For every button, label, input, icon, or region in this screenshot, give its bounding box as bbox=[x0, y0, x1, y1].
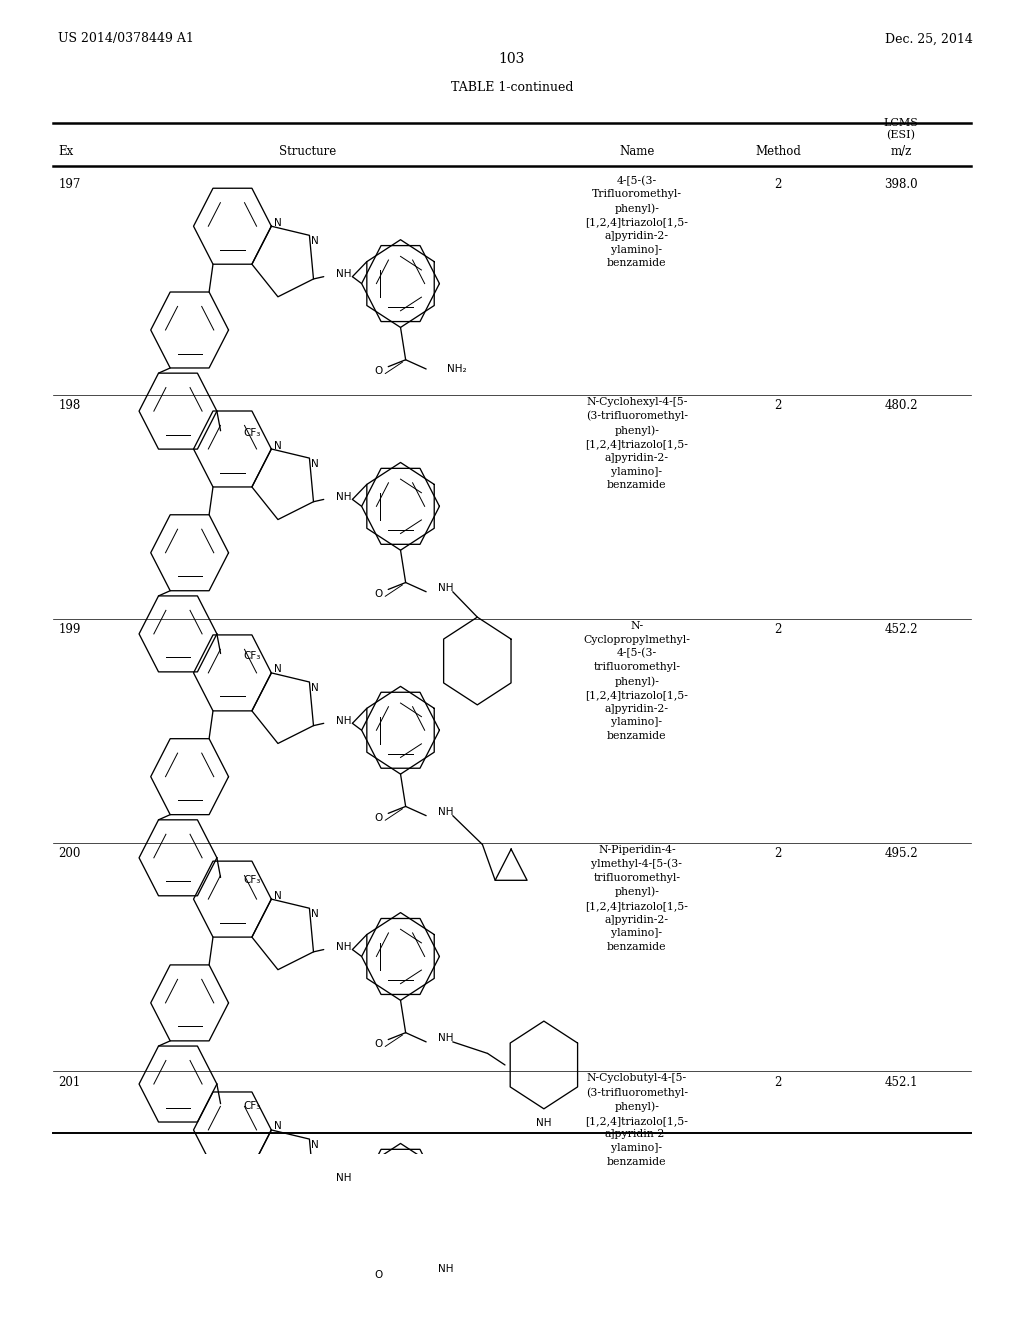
Text: N: N bbox=[310, 459, 318, 469]
Text: 4-[5-(3-
Trifluoromethyl-
phenyl)-
[1,2,4]triazolo[1,5-
a]pyridin-2-
ylamino]-
b: 4-[5-(3- Trifluoromethyl- phenyl)- [1,2,… bbox=[586, 176, 688, 268]
Text: 2: 2 bbox=[774, 847, 782, 861]
Text: 201: 201 bbox=[58, 1076, 81, 1089]
Text: N: N bbox=[310, 1140, 318, 1150]
Text: m/z: m/z bbox=[891, 145, 911, 158]
Text: Name: Name bbox=[620, 145, 654, 158]
Text: NH: NH bbox=[336, 492, 351, 502]
Text: NH: NH bbox=[336, 715, 351, 726]
Text: N: N bbox=[273, 664, 282, 675]
Text: 452.2: 452.2 bbox=[885, 623, 918, 636]
Text: CF₃: CF₃ bbox=[243, 1101, 260, 1111]
Text: 2: 2 bbox=[774, 178, 782, 191]
Text: N: N bbox=[273, 891, 282, 900]
Text: 2: 2 bbox=[774, 623, 782, 636]
Text: N-
Cyclopropylmethyl-
4-[5-(3-
trifluoromethyl-
phenyl)-
[1,2,4]triazolo[1,5-
a]: N- Cyclopropylmethyl- 4-[5-(3- trifluoro… bbox=[584, 620, 690, 741]
Text: NH: NH bbox=[438, 808, 454, 817]
Text: 197: 197 bbox=[58, 178, 81, 191]
Text: NH: NH bbox=[537, 1118, 552, 1127]
Text: NH: NH bbox=[438, 583, 454, 593]
Text: 495.2: 495.2 bbox=[885, 847, 918, 861]
Text: 198: 198 bbox=[58, 400, 81, 412]
Text: N-Cyclobutyl-4-[5-
(3-trifluoromethyl-
phenyl)-
[1,2,4]triazolo[1,5-
a]pyridin-2: N-Cyclobutyl-4-[5- (3-trifluoromethyl- p… bbox=[586, 1073, 688, 1167]
Text: N-Piperidin-4-
ylmethyl-4-[5-(3-
trifluoromethyl-
phenyl)-
[1,2,4]triazolo[1,5-
: N-Piperidin-4- ylmethyl-4-[5-(3- trifluo… bbox=[586, 845, 688, 952]
Text: N: N bbox=[310, 682, 318, 693]
Text: O: O bbox=[374, 1270, 382, 1280]
Text: CF₃: CF₃ bbox=[243, 651, 260, 661]
Text: NH: NH bbox=[336, 269, 351, 280]
Text: 398.0: 398.0 bbox=[885, 178, 918, 191]
Text: N: N bbox=[273, 441, 282, 450]
Text: CF₃: CF₃ bbox=[243, 428, 260, 438]
Text: N: N bbox=[273, 1122, 282, 1131]
Text: N-Cyclohexyl-4-[5-
(3-trifluoromethyl-
phenyl)-
[1,2,4]triazolo[1,5-
a]pyridin-2: N-Cyclohexyl-4-[5- (3-trifluoromethyl- p… bbox=[586, 397, 688, 490]
Text: O: O bbox=[374, 813, 382, 822]
Text: US 2014/0378449 A1: US 2014/0378449 A1 bbox=[58, 32, 195, 45]
Text: 103: 103 bbox=[499, 51, 525, 66]
Text: 200: 200 bbox=[58, 847, 81, 861]
Text: Structure: Structure bbox=[279, 145, 336, 158]
Text: 452.1: 452.1 bbox=[885, 1076, 918, 1089]
Text: O: O bbox=[374, 366, 382, 376]
Text: 2: 2 bbox=[774, 400, 782, 412]
Text: NH: NH bbox=[438, 1034, 454, 1043]
Text: 480.2: 480.2 bbox=[885, 400, 918, 412]
Text: NH: NH bbox=[336, 942, 351, 952]
Text: N: N bbox=[310, 909, 318, 919]
Text: O: O bbox=[374, 589, 382, 599]
Text: 199: 199 bbox=[58, 623, 81, 636]
Text: Dec. 25, 2014: Dec. 25, 2014 bbox=[885, 32, 973, 45]
Text: NH₂: NH₂ bbox=[446, 364, 466, 374]
Text: 2: 2 bbox=[774, 1076, 782, 1089]
Text: CF₃: CF₃ bbox=[243, 875, 260, 884]
Text: N: N bbox=[310, 236, 318, 246]
Text: O: O bbox=[374, 1039, 382, 1049]
Text: N: N bbox=[273, 218, 282, 228]
Text: LCMS: LCMS bbox=[884, 117, 919, 128]
Text: TABLE 1-continued: TABLE 1-continued bbox=[451, 81, 573, 94]
Text: Ex: Ex bbox=[58, 145, 74, 158]
Text: Method: Method bbox=[756, 145, 801, 158]
Text: NH: NH bbox=[336, 1173, 351, 1183]
Text: (ESI): (ESI) bbox=[887, 131, 915, 141]
Text: NH: NH bbox=[438, 1265, 454, 1274]
